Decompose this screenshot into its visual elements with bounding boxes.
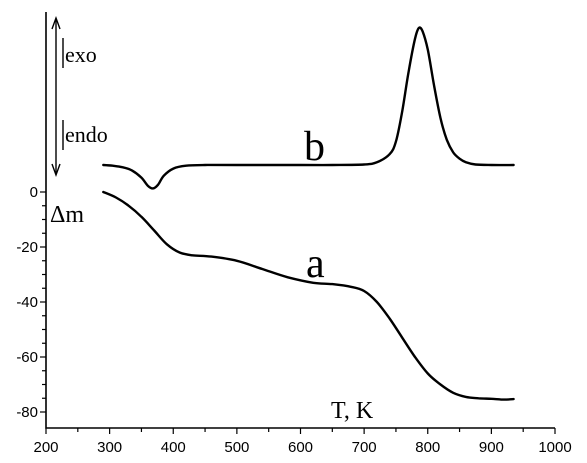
- endo-arrow-head: [51, 163, 61, 178]
- x-axis-ticks: 200 300 400 500 600 700 800 900 1000: [33, 428, 572, 456]
- x-tick-label: 600: [288, 439, 313, 456]
- x-tick-label: 1000: [538, 439, 571, 456]
- curve-a: [102, 190, 515, 401]
- curve-b: [102, 26, 515, 190]
- y-tick-label: -40: [16, 294, 38, 311]
- y-tick-label: 0: [30, 184, 38, 201]
- axis-frame: [45, 12, 555, 429]
- y-tick-label: -60: [16, 349, 38, 366]
- y-tick-label: -20: [16, 239, 38, 256]
- y-axis-label: Δm: [50, 202, 84, 228]
- curve-label-a: a: [306, 241, 325, 287]
- x-tick-label: 400: [161, 439, 186, 456]
- y-axis-ticks: 0 -20 -40 -60 -80: [16, 184, 46, 421]
- x-tick-label: 900: [479, 439, 504, 456]
- x-tick-label: 800: [415, 439, 440, 456]
- exo-arrow-head: [51, 15, 61, 30]
- x-tick-label: 300: [97, 439, 122, 456]
- curve-label-b: b: [304, 124, 325, 170]
- y-tick-label: -80: [16, 404, 38, 421]
- plot-area: [102, 26, 515, 401]
- x-tick-label: 200: [33, 439, 58, 456]
- x-tick-label: 500: [224, 439, 249, 456]
- x-axis-label: T, K: [331, 398, 374, 424]
- endo-label: endo: [65, 122, 108, 147]
- exo-label: exo: [65, 42, 97, 67]
- x-tick-label: 700: [352, 439, 377, 456]
